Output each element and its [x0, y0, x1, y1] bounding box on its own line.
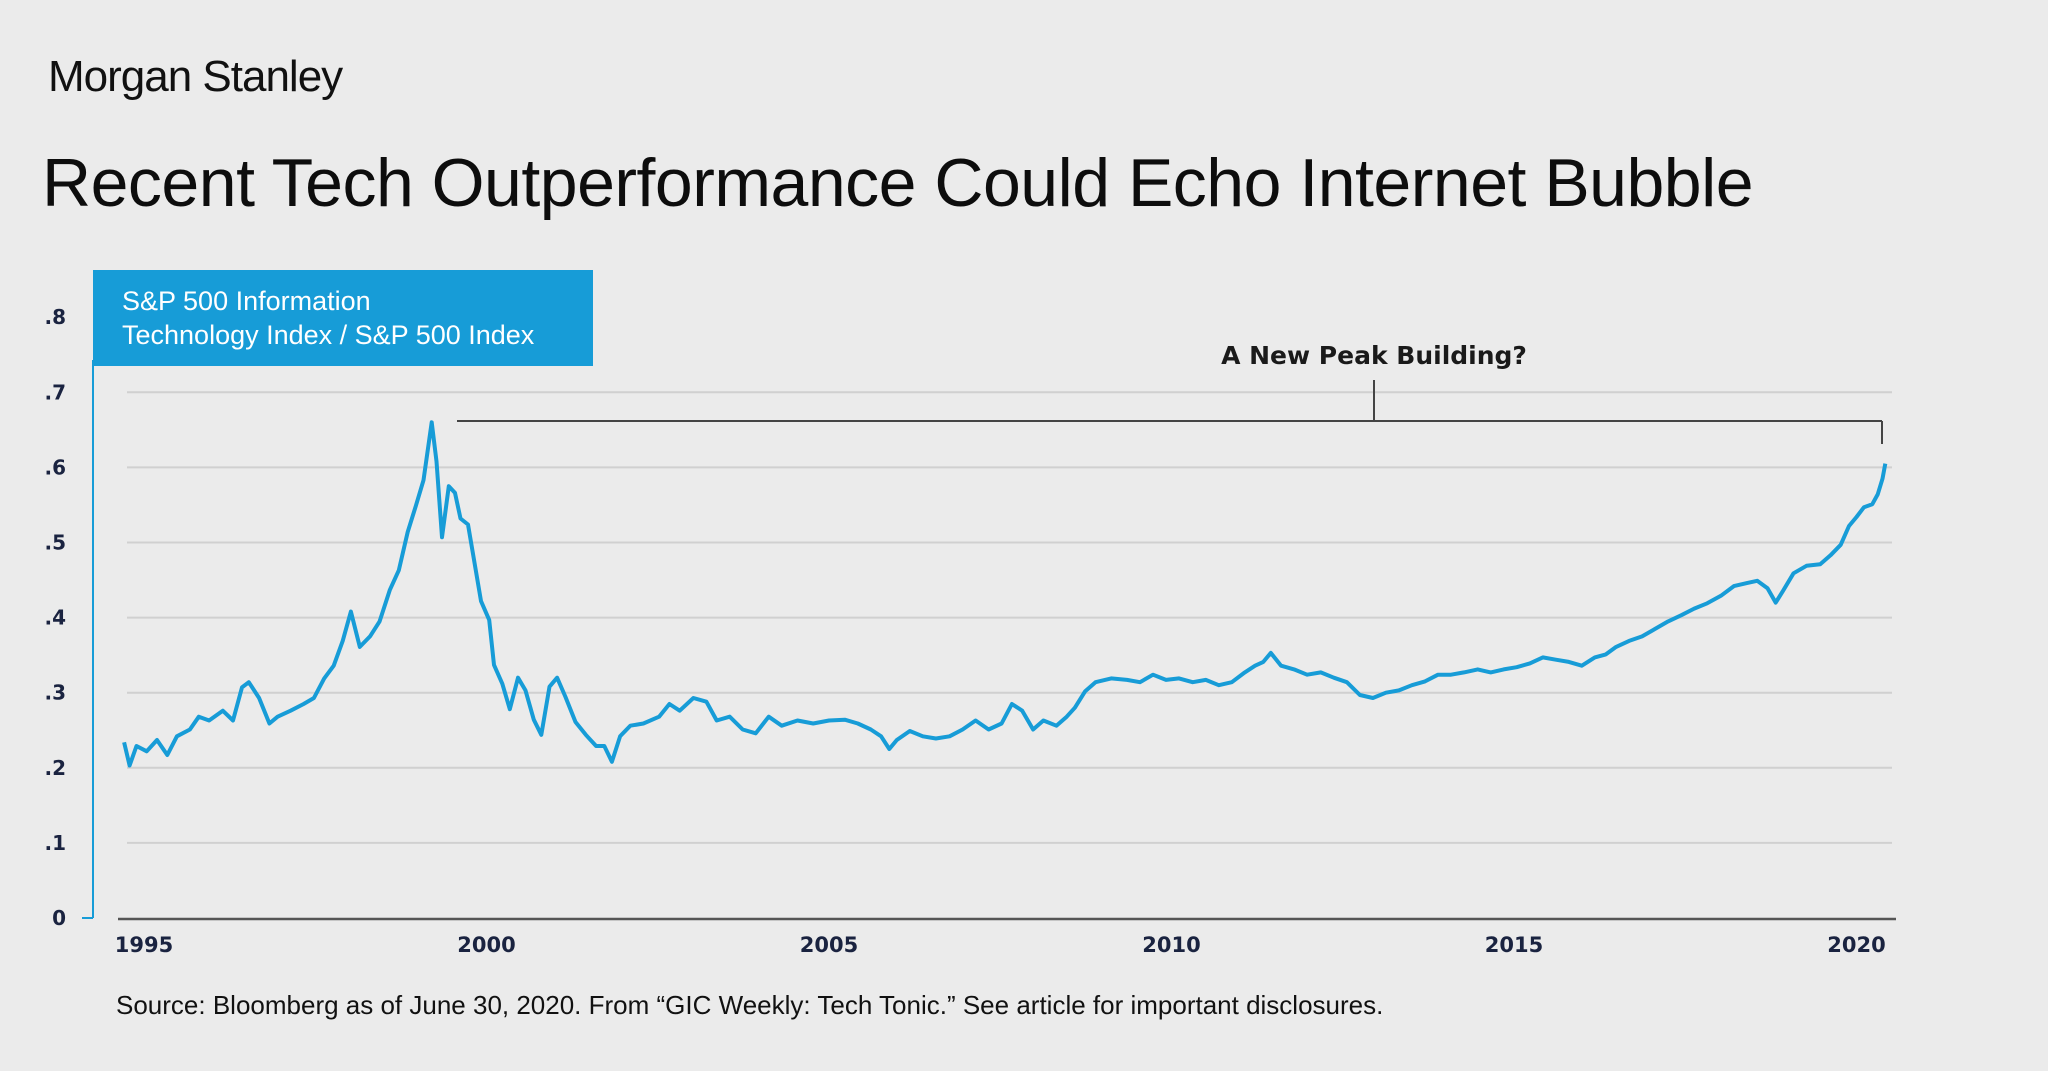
- y-tick-label: 0: [52, 906, 66, 930]
- annotation-label: A New Peak Building?: [1221, 341, 1527, 370]
- y-tick-label: .6: [44, 455, 66, 479]
- y-tick-label: .2: [44, 756, 66, 780]
- x-axis-ticks: 1995 2000 2005 2010 2015 2020: [115, 933, 1886, 957]
- legend-box: S&P 500 Information Technology Index / S…: [93, 270, 593, 366]
- x-tick-label: 2010: [1142, 933, 1200, 957]
- y-tick-label: .1: [44, 831, 66, 855]
- y-tick-label: .4: [44, 606, 66, 630]
- x-tick-label: 1995: [115, 933, 173, 957]
- source-note: Source: Bloomberg as of June 30, 2020. F…: [116, 990, 1384, 1020]
- chart-title: Recent Tech Outperformance Could Echo In…: [42, 145, 1754, 221]
- series-line-tech-ratio: [122, 420, 1888, 768]
- y-tick-label: .3: [44, 681, 66, 705]
- y-tick-label: .8: [44, 305, 66, 329]
- gridlines: [127, 391, 1892, 844]
- brand-logo: Morgan Stanley: [48, 52, 343, 101]
- legend-line-2: Technology Index / S&P 500 Index: [122, 320, 535, 350]
- x-tick-label: 2000: [457, 933, 515, 957]
- legend-line-1: S&P 500 Information: [122, 286, 371, 316]
- x-tick-label: 2020: [1827, 933, 1885, 957]
- annotation-bracket: A New Peak Building?: [457, 341, 1883, 444]
- y-axis-ticks: 0 .1 .2 .3 .4 .5 .6 .7 .8: [44, 305, 66, 930]
- y-tick-label: .7: [44, 380, 66, 404]
- x-tick-label: 2005: [800, 933, 858, 957]
- y-tick-label: .5: [44, 531, 66, 555]
- x-tick-label: 2015: [1485, 933, 1543, 957]
